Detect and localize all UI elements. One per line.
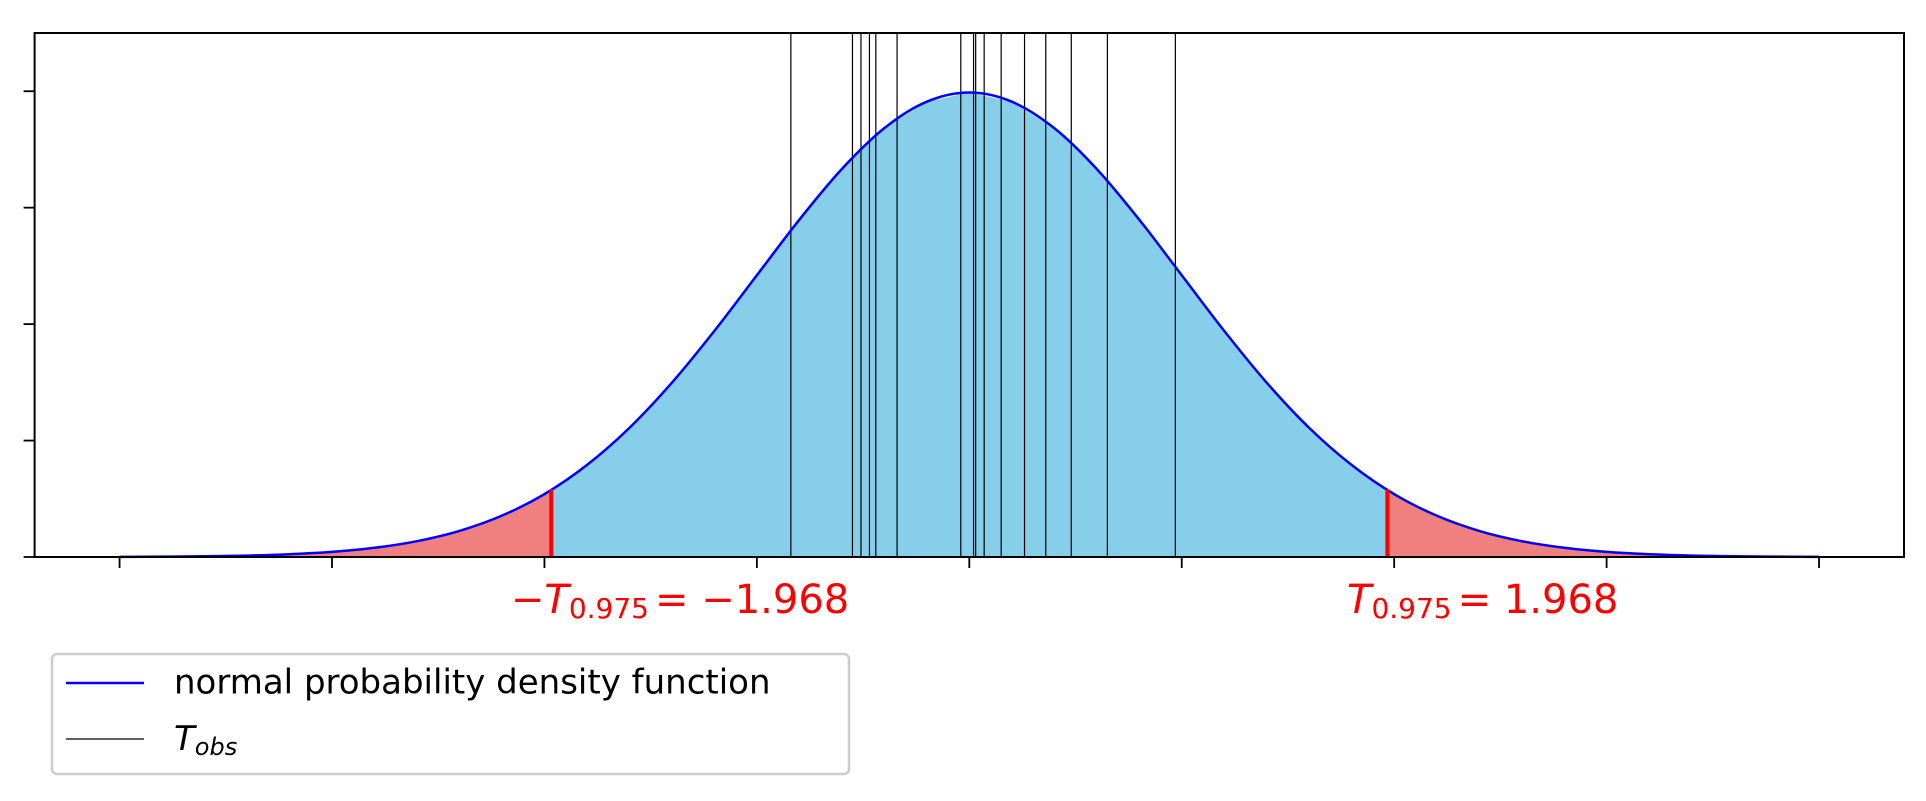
- acceptance-area: [551, 92, 1388, 557]
- label-subscript: 0.975: [1371, 592, 1451, 625]
- label-symbol: T: [544, 577, 572, 623]
- pdf-line: [119, 91, 1820, 559]
- label-symbol: T: [1347, 577, 1375, 623]
- legend-label: Tobs: [174, 719, 237, 762]
- critical-label: −T0.975 = −1.968: [511, 577, 849, 625]
- legend-label: normal probability density function: [174, 663, 771, 703]
- label-suffix: = 1.968: [1458, 577, 1619, 623]
- rejection-area: [119, 489, 552, 557]
- legend-subscript: obs: [195, 733, 237, 761]
- critical-label: T0.975 = 1.968: [1347, 577, 1618, 625]
- rejection-area: [1387, 489, 1820, 557]
- label-subscript: 0.975: [569, 592, 649, 625]
- legend-symbol: T: [174, 719, 197, 759]
- label-prefix: −: [511, 577, 545, 623]
- legend-box: [50, 652, 851, 776]
- label-suffix: = −1.968: [655, 577, 849, 623]
